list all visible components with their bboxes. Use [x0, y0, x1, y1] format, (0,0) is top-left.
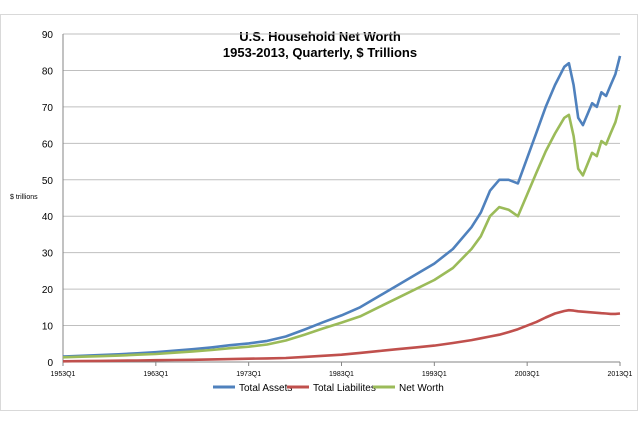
- gridlines: [62, 33, 620, 363]
- x-tick-labels: 1953Q1 1963Q1 1973Q1 1983Q1 1993Q1 2003Q1 2013…: [51, 362, 633, 378]
- x-tick-label: 1973Q1: [236, 371, 261, 378]
- x-tick-label: 1983Q1: [329, 371, 354, 378]
- x-tick-label: 2013Q1: [608, 371, 633, 378]
- legend-label-0: Total Assets: [239, 383, 292, 394]
- y-tick-label: 50: [42, 176, 54, 187]
- y-tick-label: 30: [42, 249, 54, 260]
- legend-label-2: Net Worth: [399, 383, 444, 394]
- y-tick-label: 0: [47, 358, 53, 369]
- y-tick-label: 20: [42, 285, 54, 296]
- x-tick-label: 1953Q1: [51, 371, 76, 378]
- legend: Total Assets Total Liabilites Net Worth: [213, 383, 444, 394]
- y-axis-label: $ trillions: [10, 194, 38, 201]
- y-tick-label: 90: [42, 30, 54, 41]
- series-line-2: [62, 104, 622, 359]
- x-tick-label: 1963Q1: [143, 371, 168, 378]
- y-tick-label: 70: [42, 103, 54, 114]
- series-line-1: [62, 308, 621, 363]
- x-tick-label: 1993Q1: [422, 371, 447, 378]
- x-tick-label: 2003Q1: [515, 371, 540, 378]
- y-tick-label: 80: [42, 66, 54, 77]
- legend-label-1: Total Liabilites: [313, 383, 376, 394]
- y-tick-label: 40: [42, 212, 54, 223]
- chart-title: U.S. Household Net Worth: [239, 29, 401, 44]
- series-lines: [62, 55, 622, 363]
- y-tick-label: 10: [42, 322, 54, 333]
- chart-subtitle: 1953-2013, Quarterly, $ Trillions: [223, 45, 417, 60]
- y-tick-labels: 0 10 20 30 40 50 60 70 80 90: [42, 30, 54, 369]
- y-tick-label: 60: [42, 139, 54, 150]
- series-line-0: [62, 55, 622, 358]
- chart-frame: [0, 14, 638, 411]
